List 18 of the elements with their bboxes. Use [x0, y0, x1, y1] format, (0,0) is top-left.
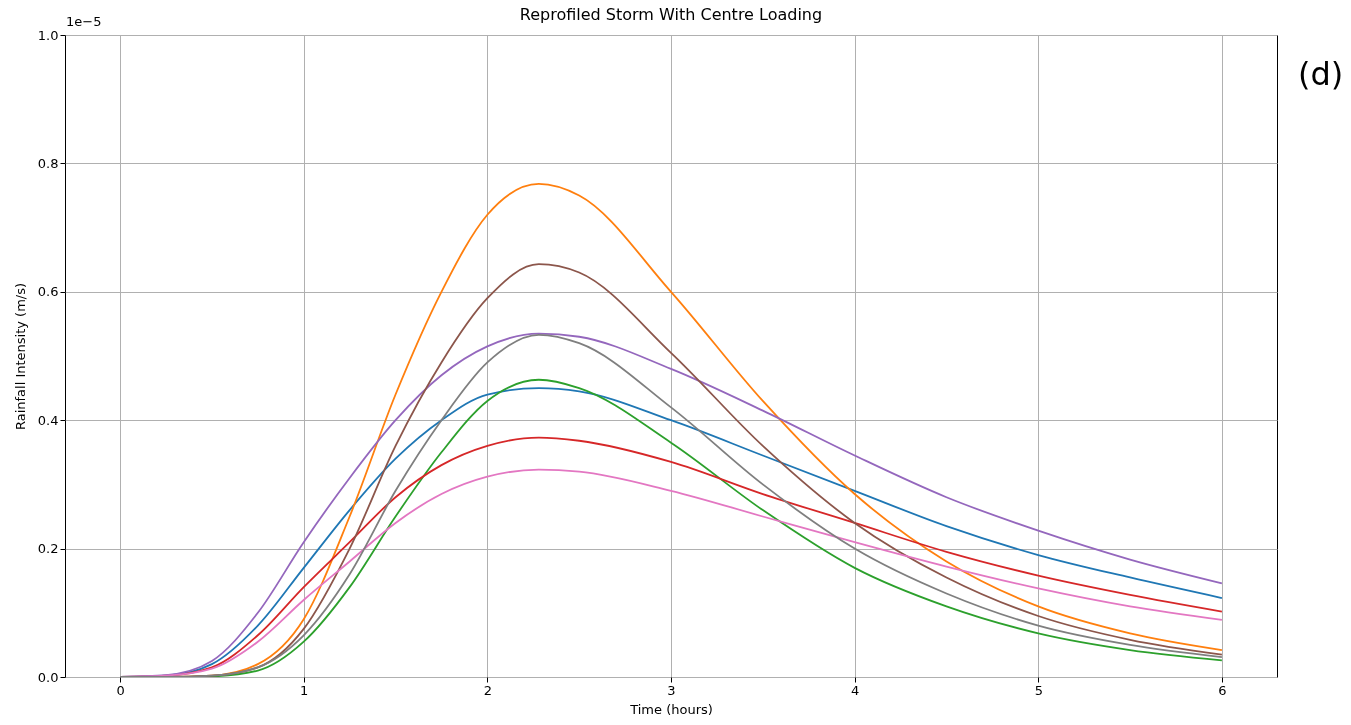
text: 1e−5	[66, 14, 102, 29]
text: (d)	[1298, 55, 1344, 93]
chart-title: Reprofiled Storm With Centre Loading	[519, 5, 823, 24]
x-tick-label: 1	[300, 682, 309, 698]
x-tick-label: 0	[116, 682, 125, 698]
x-tick-label: 3	[667, 682, 676, 698]
x-axis-title: Time (hours)	[629, 701, 713, 717]
x-tick-label: 4	[851, 682, 860, 698]
y-tick-label: 0.6	[37, 284, 59, 300]
y-tick-label: 0.4	[37, 412, 59, 428]
y-tick-label: 0.8	[37, 155, 59, 171]
y-tick-label: 1.0	[37, 27, 59, 43]
x-tick-label: 5	[1034, 682, 1043, 698]
x-tick-label: 2	[483, 682, 492, 698]
y-axis-title: Rainfall Intensity (m/s)	[12, 282, 28, 431]
x-tick-label: 6	[1218, 682, 1227, 698]
y-tick-label: 0.0	[37, 669, 59, 685]
y-tick-label: 0.2	[37, 541, 59, 557]
